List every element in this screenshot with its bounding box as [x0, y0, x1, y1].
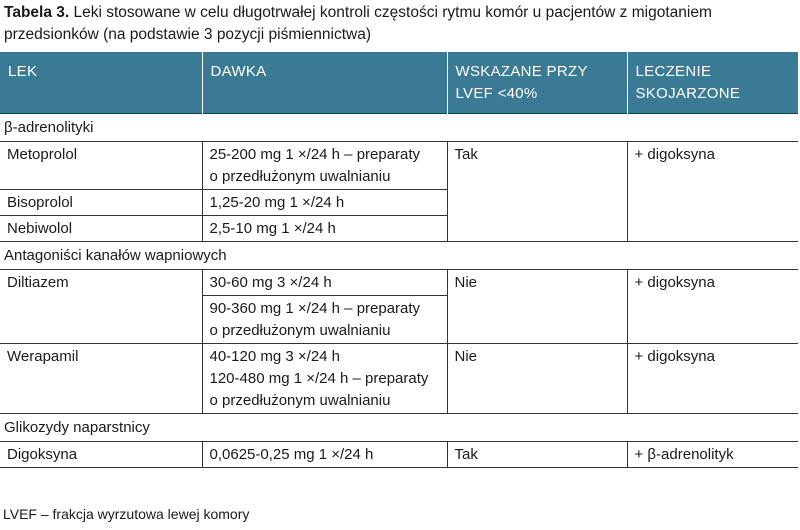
table-caption-text: Leki stosowane w celu długotrwałej kontr…	[4, 4, 712, 43]
header-lvef: WSKAZANE PRZY LVEF <40%	[446, 52, 627, 114]
dose-cell: 2,5-10 mg 1 ×/24 h	[201, 215, 447, 242]
group-label: Antagoniści kanałów wapniowych	[0, 241, 798, 270]
drug-cell: Bisoprolol	[0, 189, 203, 216]
drug-cell: Metoprolol	[0, 141, 203, 190]
header-lvef-line2: LVEF <40%	[455, 85, 538, 102]
dose-cell: 0,0625-0,25 mg 1 ×/24 h	[201, 441, 448, 468]
header-combination-line1: LECZENIE	[635, 63, 712, 80]
group-row-beta-blockers: β-adrenolityki	[0, 113, 798, 142]
dose-line: 120-480 mg 1 ×/24 h – preparaty	[209, 370, 429, 387]
combination-cell: + digoksyna	[626, 141, 798, 242]
lvef-cell: Tak	[446, 141, 628, 242]
dose-line: 25-200 mg 1 ×/24 h – preparaty	[209, 146, 421, 163]
combination-cell: + digoksyna	[626, 269, 798, 344]
dose-line: 90-360 mg 1 ×/24 h – preparaty	[209, 300, 421, 317]
dose-line: 40-120 mg 3 ×/24 h	[209, 348, 341, 365]
combination-cell: + β-adrenolityk	[626, 441, 798, 468]
dose-line: o przedłużonym uwalnianiu	[209, 168, 391, 185]
dose-cell: 1,25-20 mg 1 ×/24 h	[201, 189, 447, 216]
lvef-cell: Tak	[446, 441, 628, 468]
lvef-cell: Nie	[446, 343, 628, 414]
table-row-metoprolol: Metoprolol 25-200 mg 1 ×/24 h – preparat…	[0, 141, 798, 242]
table-caption: Tabela 3. Leki stosowane w celu długotrw…	[4, 2, 796, 46]
dose-cell: 30-60 mg 3 ×/24 h	[201, 269, 448, 296]
header-drug: LEK	[0, 52, 202, 114]
group-row-calcium-antagonists: Antagoniści kanałów wapniowych	[0, 241, 798, 270]
dose-line: o przedłużonym uwalnianiu	[209, 392, 391, 409]
table-row-diltiazem-extended: 90-360 mg 1 ×/24 h – preparaty o przedłu…	[0, 295, 798, 344]
table-row-digoksyna: Digoksyna 0,0625-0,25 mg 1 ×/24 h Tak + …	[0, 441, 798, 468]
table-header-row: LEK DAWKA WSKAZANE PRZY LVEF <40% LECZEN…	[0, 52, 798, 114]
drug-table: LEK DAWKA WSKAZANE PRZY LVEF <40% LECZEN…	[0, 52, 798, 468]
header-combination: LECZENIE SKOJARZONE	[626, 52, 798, 114]
lvef-cell: Nie	[446, 269, 628, 344]
footnote: LVEF – frakcja wyrzutowa lewej komory	[3, 506, 250, 522]
group-row-digitalis-glycosides: Glikozydy naparstnicy	[0, 413, 798, 442]
group-label: Glikozydy naparstnicy	[0, 413, 798, 442]
table-row-werapamil: Werapamil 40-120 mg 3 ×/24 h 120-480 mg …	[0, 343, 798, 414]
dose-cell: 40-120 mg 3 ×/24 h 120-480 mg 1 ×/24 h –…	[201, 343, 448, 414]
header-dose: DAWKA	[201, 52, 447, 114]
group-label: β-adrenolityki	[0, 113, 798, 142]
drug-cell: Diltiazem	[0, 269, 203, 344]
dose-line: o przedłużonym uwalnianiu	[209, 322, 391, 339]
table-row-diltiazem: Diltiazem 30-60 mg 3 ×/24 h Nie + digoks…	[0, 269, 798, 344]
header-lvef-line1: WSKAZANE PRZY	[455, 63, 588, 80]
combination-cell: + digoksyna	[626, 343, 798, 414]
drug-cell: Werapamil	[0, 343, 203, 414]
drug-cell: Digoksyna	[0, 441, 203, 468]
table-row-bisoprolol: Bisoprolol 1,25-20 mg 1 ×/24 h	[0, 189, 798, 216]
dose-cell: 25-200 mg 1 ×/24 h – preparaty o przedłu…	[201, 141, 448, 190]
header-combination-line2: SKOJARZONE	[635, 85, 741, 102]
drug-cell: Nebiwolol	[0, 215, 203, 242]
table-caption-label: Tabela 3.	[4, 4, 70, 21]
dose-cell: 90-360 mg 1 ×/24 h – preparaty o przedłu…	[202, 295, 447, 344]
